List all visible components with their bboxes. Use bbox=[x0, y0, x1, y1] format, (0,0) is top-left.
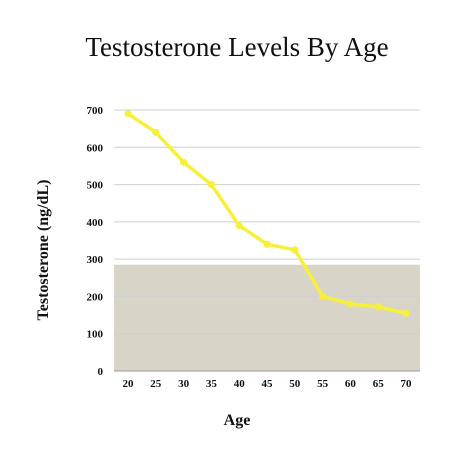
data-point bbox=[124, 110, 132, 118]
data-points bbox=[124, 110, 410, 317]
data-point bbox=[374, 303, 382, 311]
shaded-band-layer bbox=[114, 264, 420, 371]
x-tick-label: 30 bbox=[178, 378, 190, 390]
x-tick-label: 20 bbox=[123, 378, 135, 390]
x-tick-label: 70 bbox=[401, 378, 413, 390]
y-tick-label: 100 bbox=[87, 329, 104, 341]
x-tick-labels: 20 25 30 35 40 45 50 55 60 65 70 bbox=[123, 378, 413, 390]
y-tick-label: 200 bbox=[87, 291, 104, 303]
x-tick-label: 45 bbox=[262, 378, 274, 390]
y-tick-labels: 0 100 200 300 400 500 600 700 bbox=[87, 105, 104, 378]
data-point bbox=[207, 180, 215, 189]
x-tick-label: 35 bbox=[206, 378, 218, 390]
data-point bbox=[402, 309, 410, 317]
y-tick-label: 500 bbox=[87, 180, 104, 192]
x-tick-label: 50 bbox=[289, 378, 301, 390]
x-axis-label: Age bbox=[224, 412, 251, 429]
x-tick-label: 25 bbox=[150, 378, 162, 390]
data-point bbox=[319, 292, 327, 301]
data-point bbox=[152, 128, 160, 136]
data-point bbox=[346, 300, 354, 308]
gridlines bbox=[114, 109, 420, 372]
x-tick-label: 55 bbox=[317, 378, 329, 390]
y-tick-label: 400 bbox=[87, 217, 104, 229]
x-tick-label: 65 bbox=[373, 378, 385, 390]
y-tick-label: 600 bbox=[87, 142, 104, 154]
y-tick-label: 0 bbox=[98, 366, 104, 378]
chart-title: Testosterone Levels By Age bbox=[85, 32, 388, 62]
data-point bbox=[180, 158, 188, 166]
data-point bbox=[291, 246, 299, 254]
y-tick-label: 700 bbox=[87, 105, 104, 117]
data-point bbox=[263, 240, 271, 248]
data-point bbox=[235, 221, 243, 230]
shaded-band bbox=[114, 264, 420, 371]
y-tick-label: 300 bbox=[87, 254, 104, 266]
y-axis-label: Testosterone (ng/dL) bbox=[35, 180, 52, 321]
x-tick-label: 40 bbox=[234, 378, 246, 390]
x-tick-label: 60 bbox=[345, 378, 357, 390]
